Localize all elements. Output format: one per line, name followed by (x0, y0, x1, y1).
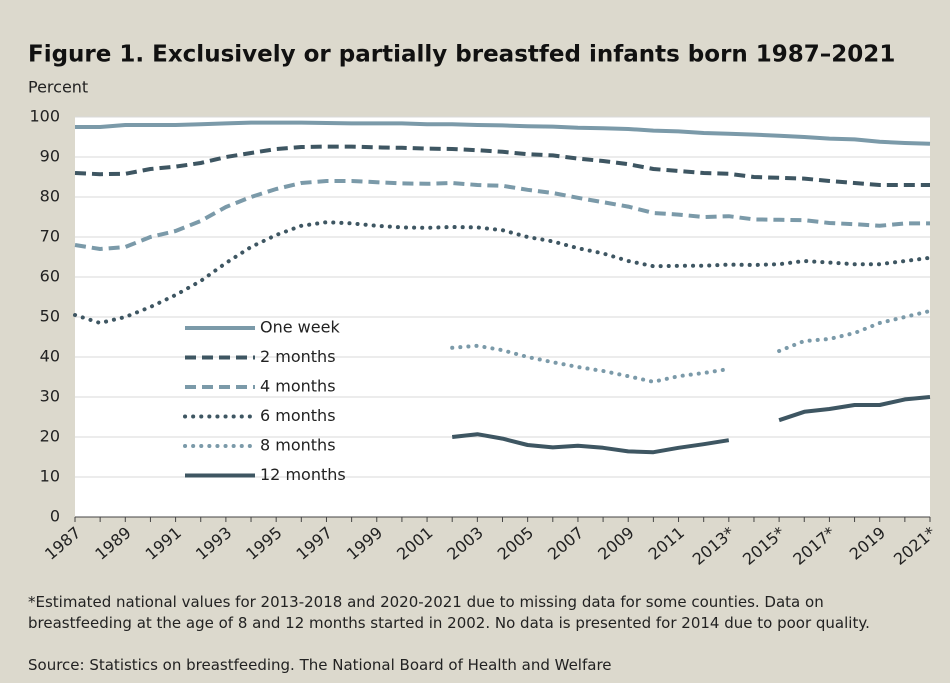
x-tick-label: 2001 (393, 523, 436, 564)
legend-label: 4 months (260, 377, 336, 396)
x-tick-label: 2007 (544, 523, 587, 564)
x-tick-label: 2013* (689, 523, 739, 569)
y-tick-label: 50 (40, 307, 60, 326)
series-line (75, 120, 931, 146)
x-tick-label: 2021* (890, 523, 940, 569)
x-tick-label: 1991 (142, 523, 185, 564)
y-tick-label: 70 (40, 227, 60, 246)
y-tick-label: 40 (40, 347, 60, 366)
series-line (73, 220, 932, 325)
x-tick-label: 2019 (846, 523, 889, 564)
chart-title: Figure 1. Exclusively or partially breas… (28, 42, 895, 68)
x-tick-label: 1989 (91, 523, 134, 564)
x-tick-label: 1993 (192, 523, 235, 564)
legend-label: 12 months (260, 465, 346, 484)
y-tick-label: 10 (40, 467, 60, 486)
x-tick-label: 2015* (739, 523, 789, 569)
x-tick-label: 2009 (594, 523, 637, 564)
y-axis-label: Percent (28, 78, 88, 97)
note: *Estimated national values for 2013-2018… (28, 593, 870, 632)
y-tick-label: 20 (40, 427, 60, 446)
source: Source: Statistics on breastfeeding. The… (28, 656, 612, 674)
y-tick-label: 80 (40, 187, 60, 206)
legend-label: 8 months (260, 436, 336, 455)
legend-label: 6 months (260, 406, 336, 425)
x-tick-label: 1999 (343, 523, 386, 564)
x-tick-label: 1997 (293, 523, 336, 564)
x-tick-label: 2005 (494, 523, 537, 564)
legend-label: 2 months (260, 347, 336, 366)
y-tick-label: 60 (40, 267, 60, 286)
y-tick-label: 100 (29, 107, 60, 126)
x-tick-label: 2017* (789, 523, 839, 569)
x-tick-label: 1995 (242, 523, 285, 564)
y-tick-label: 0 (50, 507, 60, 526)
chart: Figure 1. Exclusively or partially breas… (28, 42, 940, 569)
x-tick-label: 2011 (645, 523, 688, 564)
legend-label: One week (260, 318, 340, 337)
series-line (451, 395, 931, 455)
y-tick-label: 30 (40, 387, 60, 406)
y-tick-label: 90 (40, 147, 60, 166)
x-tick-label: 1987 (41, 523, 84, 564)
series-line (74, 144, 930, 187)
x-tick-label: 2003 (443, 523, 486, 564)
series-line (450, 309, 932, 384)
